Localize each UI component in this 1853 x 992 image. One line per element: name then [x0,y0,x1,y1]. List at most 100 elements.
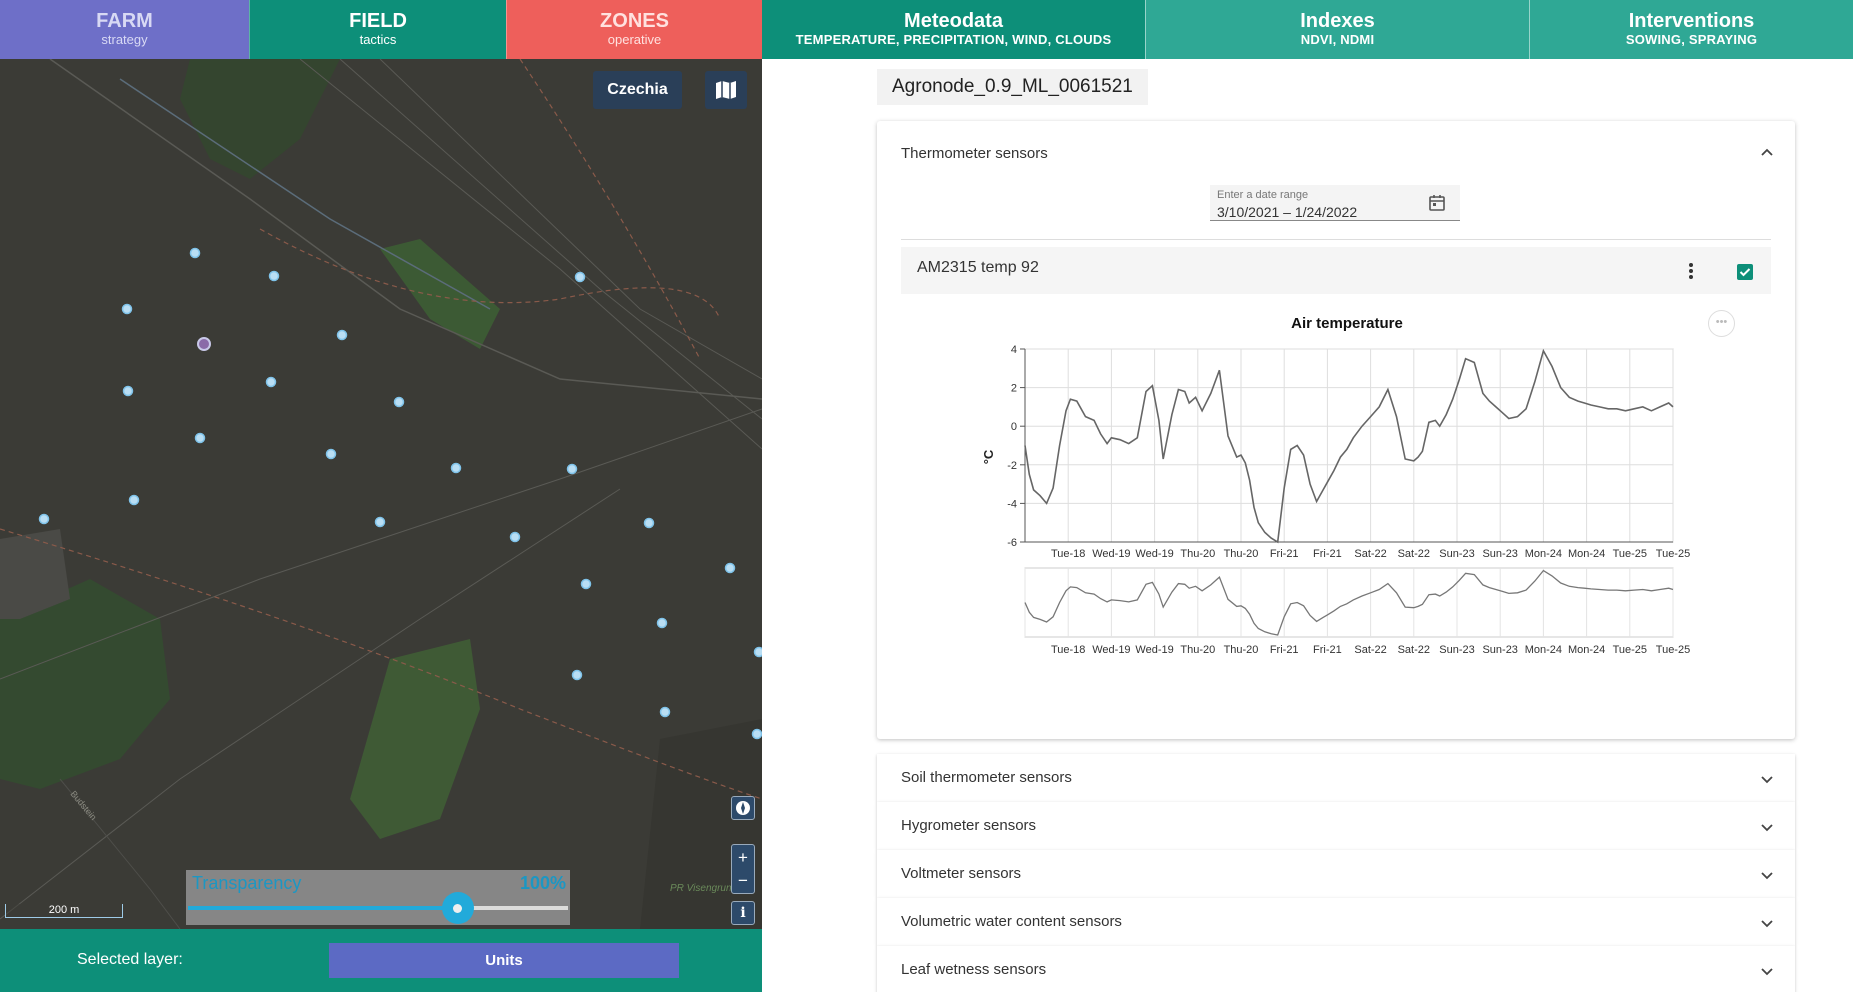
road-line [379,59,762,380]
navigator-tick-label: Sat-22 [1354,644,1386,656]
tab-meteodata[interactable]: Meteodata TEMPERATURE, PRECIPITATION, WI… [762,0,1145,59]
transparency-slider-track[interactable] [188,906,568,910]
map-view[interactable]: Budstein PR Visengrund Czechia + − i 200… [0,59,762,929]
tab-field[interactable]: FIELD tactics [249,0,506,59]
date-range-field[interactable]: Enter a date range 3/10/2021 – 1/24/2022 [1210,185,1460,221]
transparency-slider-thumb[interactable] [441,892,474,924]
boundary-line [259,228,721,320]
tab-field-subtitle: tactics [359,32,397,47]
thermometer-card: Thermometer sensors Enter a date range 3… [877,121,1795,739]
chevron-down-icon [1761,920,1773,928]
place-label: PR Visengrund [670,883,738,894]
sensor-point[interactable] [189,247,201,259]
x-tick-label: Thu-20 [1224,548,1259,560]
sensor-point[interactable] [122,385,134,397]
chevron-down-icon [1761,872,1773,880]
tab-farm[interactable]: FARM strategy [0,0,249,59]
sensor-point[interactable] [580,578,592,590]
voltmeter-accordion[interactable]: Voltmeter sensors [877,850,1795,898]
y-tick-label: -6 [1007,537,1017,549]
sensor-point[interactable] [751,728,762,740]
sensor-point[interactable] [571,669,583,681]
chart-menu-button[interactable]: ••• [1708,310,1735,337]
x-tick-label: Fri-21 [1270,548,1299,560]
sensor-point[interactable] [393,396,405,408]
node-name: Agronode_0.9_ML_0061521 [877,69,1148,105]
x-tick-label: Wed-19 [1092,548,1130,560]
divider [901,239,1771,240]
forest-area [180,59,340,179]
tab-indexes[interactable]: Indexes NDVI, NDMI [1145,0,1529,59]
sensor-point[interactable] [336,329,348,341]
info-button[interactable]: i [731,901,755,925]
volumetric-water-accordion[interactable]: Volumetric water content sensors [877,898,1795,946]
x-tick-label: Thu-20 [1180,548,1215,560]
sensor-point[interactable] [128,494,140,506]
tab-meteodata-title: Meteodata [904,10,1003,32]
compass-glyph [736,801,750,815]
sensor-point[interactable] [450,462,462,474]
hygrometer-accordion[interactable]: Hygrometer sensors [877,802,1795,850]
top-navigation: FARM strategy FIELD tactics ZONES operat… [0,0,1853,59]
temperature-line [1024,348,1674,544]
transparency-slider-fill [188,906,458,910]
sensor-point[interactable] [656,617,668,629]
navigator-tick-label: Sun-23 [1439,644,1474,656]
sensor-point[interactable] [509,531,521,543]
navigator-x-ticks: Tue-18 Wed-19 Wed-19 Thu-20 Thu-20 Fri-21 Fri-… [1051,644,1690,656]
y-tick-label: 2 [1011,383,1017,395]
road-line [0,408,762,680]
calendar-icon[interactable] [1428,194,1446,212]
sensor-point[interactable] [643,517,655,529]
boundary-line [519,59,701,360]
check-icon [1739,268,1751,277]
boundary-line [0,528,762,800]
transparency-value: 100% [519,873,566,893]
map-icon-glyph [716,81,736,99]
sensor-point[interactable] [325,448,337,460]
tab-interventions[interactable]: Interventions SOWING, SPRAYING [1529,0,1853,59]
chart-navigator[interactable] [1024,567,1674,638]
zoom-in-button[interactable]: + [738,848,748,867]
tab-meteodata-subtitle: TEMPERATURE, PRECIPITATION, WIND, CLOUDS [795,32,1112,47]
x-tick-label: Tue-18 [1051,548,1085,560]
building-area [0,529,70,619]
x-tick-label: Sun-23 [1439,548,1474,560]
soil-thermometer-accordion[interactable]: Soil thermometer sensors [877,754,1795,802]
sensor-point[interactable] [659,706,671,718]
tab-zones[interactable]: ZONES operative [506,0,762,59]
sensor-point[interactable] [194,432,206,444]
thermometer-title[interactable]: Thermometer sensors [901,145,1048,162]
more-vert-icon[interactable] [1681,261,1701,281]
sensor-point[interactable] [268,270,280,282]
sensor-point[interactable] [265,376,277,388]
sensor-checkbox[interactable] [1737,264,1753,280]
y-tick-label: -2 [1007,460,1017,472]
sensor-point[interactable] [566,463,578,475]
x-tick-label: Mon-24 [1568,548,1605,560]
compass-icon[interactable] [731,796,755,820]
sensor-point[interactable] [38,513,50,525]
map-canvas[interactable]: Budstein PR Visengrund [0,59,762,929]
transparency-label: Transparency [192,873,302,893]
map-layers-icon[interactable] [705,71,747,109]
road-line [49,59,762,400]
sensor-name: AM2315 temp 92 [917,259,1039,276]
navigator-tick-label: Wed-19 [1092,644,1130,656]
zoom-out-button[interactable]: − [738,871,748,890]
air-temperature-chart[interactable]: Air temperature °C 4 2 0 -2 -4 -6 Tue-18 Wed-1… [877,121,1795,739]
sensor-point[interactable] [574,271,586,283]
x-tick-label: Fri-21 [1313,548,1342,560]
country-button[interactable]: Czechia [593,71,682,109]
sensor-point[interactable] [121,303,133,315]
sensor-point[interactable] [753,646,763,658]
chevron-up-icon[interactable] [1759,145,1775,161]
y-axis-label: °C [981,449,996,464]
tab-field-title: FIELD [349,10,407,32]
units-button[interactable]: Units [329,943,679,978]
sensor-point[interactable] [724,562,736,574]
sensor-point[interactable] [374,516,386,528]
leaf-wetness-accordion[interactable]: Leaf wetness sensors [877,946,1795,992]
selected-sensor-point[interactable] [197,337,211,351]
